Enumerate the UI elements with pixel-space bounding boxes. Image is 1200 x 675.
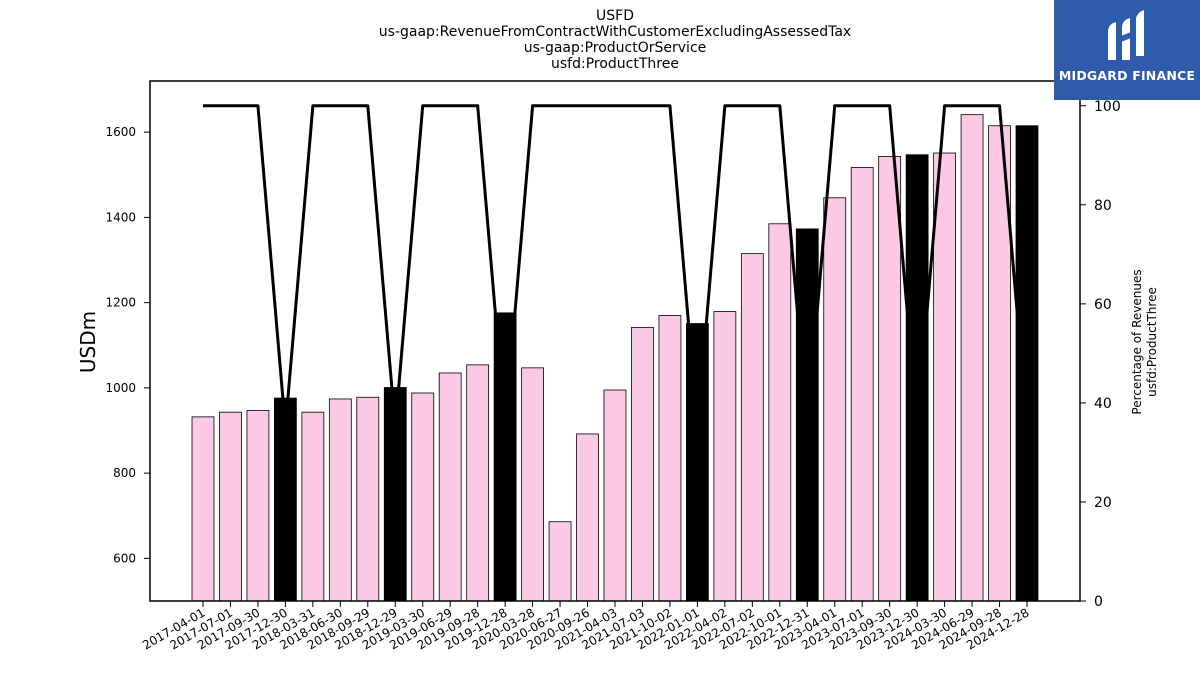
bar-2022-10-01: [768, 223, 792, 602]
y-axis-label: USDm: [76, 311, 100, 373]
bar-2019-12-28: [493, 312, 517, 602]
bar-series: [191, 114, 1039, 602]
left-y-tick-label: 800: [113, 466, 136, 480]
bar-2024-03-30: [933, 152, 956, 602]
bar-2017-04-01: [191, 416, 215, 602]
logo-text: MIDGARD FINANCE: [1058, 68, 1196, 83]
bar-2021-04-03: [603, 389, 627, 602]
bar-2023-04-01: [823, 197, 847, 602]
bar-2023-09-30: [878, 156, 902, 602]
bar-2021-07-03: [631, 326, 654, 602]
bar-2023-07-01: [850, 167, 874, 602]
chart-title: USFD us-gaap:RevenueFromContractWithCust…: [379, 8, 851, 72]
left-y-tick-label: 1000: [105, 381, 136, 395]
bar-2022-07-02: [740, 253, 764, 602]
chart-title-line-1: USFD: [596, 8, 634, 24]
right-y-tick-label: 100: [1094, 99, 1121, 115]
bar-2019-06-29: [438, 372, 462, 602]
right-y-tick-label: 40: [1094, 396, 1112, 412]
bar-2018-09-29: [356, 396, 380, 602]
percentage-line: [203, 104, 1029, 430]
percentage-line-series: [203, 104, 1029, 430]
bar-2020-09-26: [576, 433, 599, 602]
x-axis: 2017-04-012017-07-012017-09-302017-12-30…: [140, 601, 1032, 652]
bar-2023-12-30: [905, 154, 929, 602]
bar-2017-07-01: [219, 411, 242, 602]
bar-2024-06-29: [960, 114, 984, 602]
right-y-axis-label-line-1: Percentage of Revenues: [1130, 269, 1144, 414]
bar-2024-12-28: [1015, 125, 1039, 602]
bar-2022-01-01: [686, 323, 709, 602]
left-y-tick-label: 1200: [105, 296, 136, 310]
midgard-logo-icon: [1108, 10, 1144, 60]
bar-2019-03-30: [411, 392, 435, 602]
bar-2018-03-31: [301, 411, 325, 602]
chart-title-line-4: usfd:ProductThree: [551, 56, 679, 72]
right-y-axis-label-line-2: usfd:ProductThree: [1145, 287, 1159, 397]
right-y-tick-label: 20: [1094, 495, 1112, 511]
right-y-axis: 0 20 40 60 80 100: [1080, 99, 1121, 610]
chart-title-line-3: us-gaap:ProductOrService: [524, 40, 707, 56]
left-y-axis: 600 800 1000 1200 1400 1600: [105, 125, 150, 565]
left-y-tick-label: 600: [113, 551, 136, 565]
right-y-tick-label: 80: [1094, 198, 1112, 214]
brand-logo: MIDGARD FINANCE: [1054, 0, 1200, 100]
bar-2019-09-28: [466, 364, 490, 602]
bar-2017-09-30: [246, 410, 270, 602]
bar-2021-10-02: [658, 315, 682, 602]
bar-2020-03-28: [521, 367, 544, 602]
right-y-tick-label: 60: [1094, 297, 1112, 313]
bar-2022-04-02: [713, 311, 737, 602]
bar-2020-06-27: [548, 521, 572, 602]
right-y-tick-label: 0: [1094, 594, 1103, 610]
left-y-tick-label: 1400: [105, 210, 136, 224]
chart-title-line-2: us-gaap:RevenueFromContractWithCustomerE…: [379, 24, 851, 40]
bar-2018-06-30: [328, 398, 352, 602]
left-y-tick-label: 1600: [105, 125, 136, 139]
